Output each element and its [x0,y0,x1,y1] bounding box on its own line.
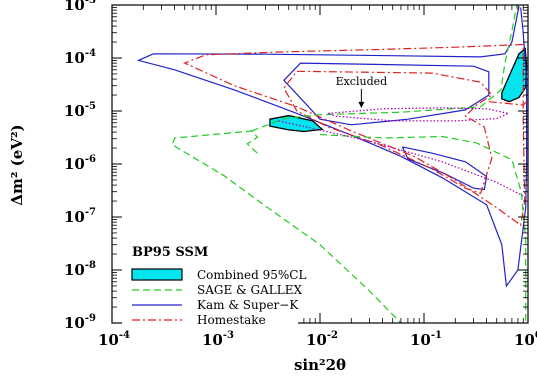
series-homestake-outer [183,43,526,227]
y-tick-label: 10-9 [64,313,96,332]
y-tick-base: 10 [64,49,85,67]
y-tick-base: 10 [64,208,85,226]
y-tick-exponent: -4 [85,48,96,59]
tick-layer: 10-410-310-210-110010-910-810-710-610-51… [64,0,537,349]
x-tick-exponent: -3 [223,330,234,341]
series-layer [136,5,528,323]
legend-label: SAGE & GALLEX [197,283,302,297]
y-tick-base: 10 [64,102,85,120]
x-tick-base: 10 [202,331,223,349]
x-tick-label: 10-4 [98,330,130,349]
annotation-layer: Excluded [336,75,388,108]
y-tick-base: 10 [64,261,85,279]
x-tick-base: 10 [98,331,119,349]
series-kam-lower-island [401,146,488,191]
series-sage-upper [251,5,518,132]
x-tick-exponent: -2 [327,330,338,341]
y-tick-exponent: -8 [85,260,96,271]
y-tick-label: 10-6 [64,154,96,173]
y-tick-label: 10-7 [64,207,96,226]
y-tick-base: 10 [64,314,85,332]
x-tick-label: 10-2 [306,330,338,349]
y-tick-base: 10 [64,0,85,14]
series-homestake-inner [283,70,493,195]
excluded-annotation: Excluded [336,75,388,88]
y-tick-exponent: -9 [85,313,96,324]
series-excluded-line [278,120,524,197]
x-tick-base: 10 [306,331,327,349]
x-tick-exponent: 0 [535,330,537,341]
series-excluded-region [327,107,511,122]
series-homestake-tail [488,101,528,106]
axis-labels: sin²2θ Δm² (eV²) [8,124,346,374]
x-tick-label: 10-3 [202,330,234,349]
x-tick-base: 10 [410,331,431,349]
y-tick-exponent: -3 [85,0,96,6]
y-axis-title: Δm² (eV²) [8,124,26,205]
legend-label: Homestake [197,313,266,327]
y-tick-base: 10 [64,155,85,173]
y-tick-exponent: -5 [85,101,96,112]
series-sage-outer [171,130,402,323]
x-tick-label: 10-1 [410,330,442,349]
legend-title: BP95 SSM [132,245,208,260]
legend-background [122,240,298,326]
series-combined-small-angle [269,114,324,133]
y-tick-exponent: -6 [85,154,96,165]
y-tick-label: 10-5 [64,101,96,120]
x-tick-base: 10 [514,331,535,349]
x-tick-exponent: -1 [431,330,442,341]
annotation-arrow-head [358,101,365,108]
x-tick-label: 100 [514,330,537,349]
series-kam-upper-island [283,62,490,126]
legend-label: Kam & Super−K [197,298,299,312]
legend-swatch-filled [131,268,183,281]
y-tick-label: 10-3 [64,0,96,14]
x-tick-exponent: -4 [119,330,130,341]
y-tick-label: 10-4 [64,48,96,67]
y-tick-exponent: -7 [85,207,96,218]
y-tick-label: 10-8 [64,260,96,279]
x-axis-title: sin²2θ [294,356,346,374]
legend-label: Combined 95%CL [197,268,306,282]
series-sage-lower [319,133,527,323]
